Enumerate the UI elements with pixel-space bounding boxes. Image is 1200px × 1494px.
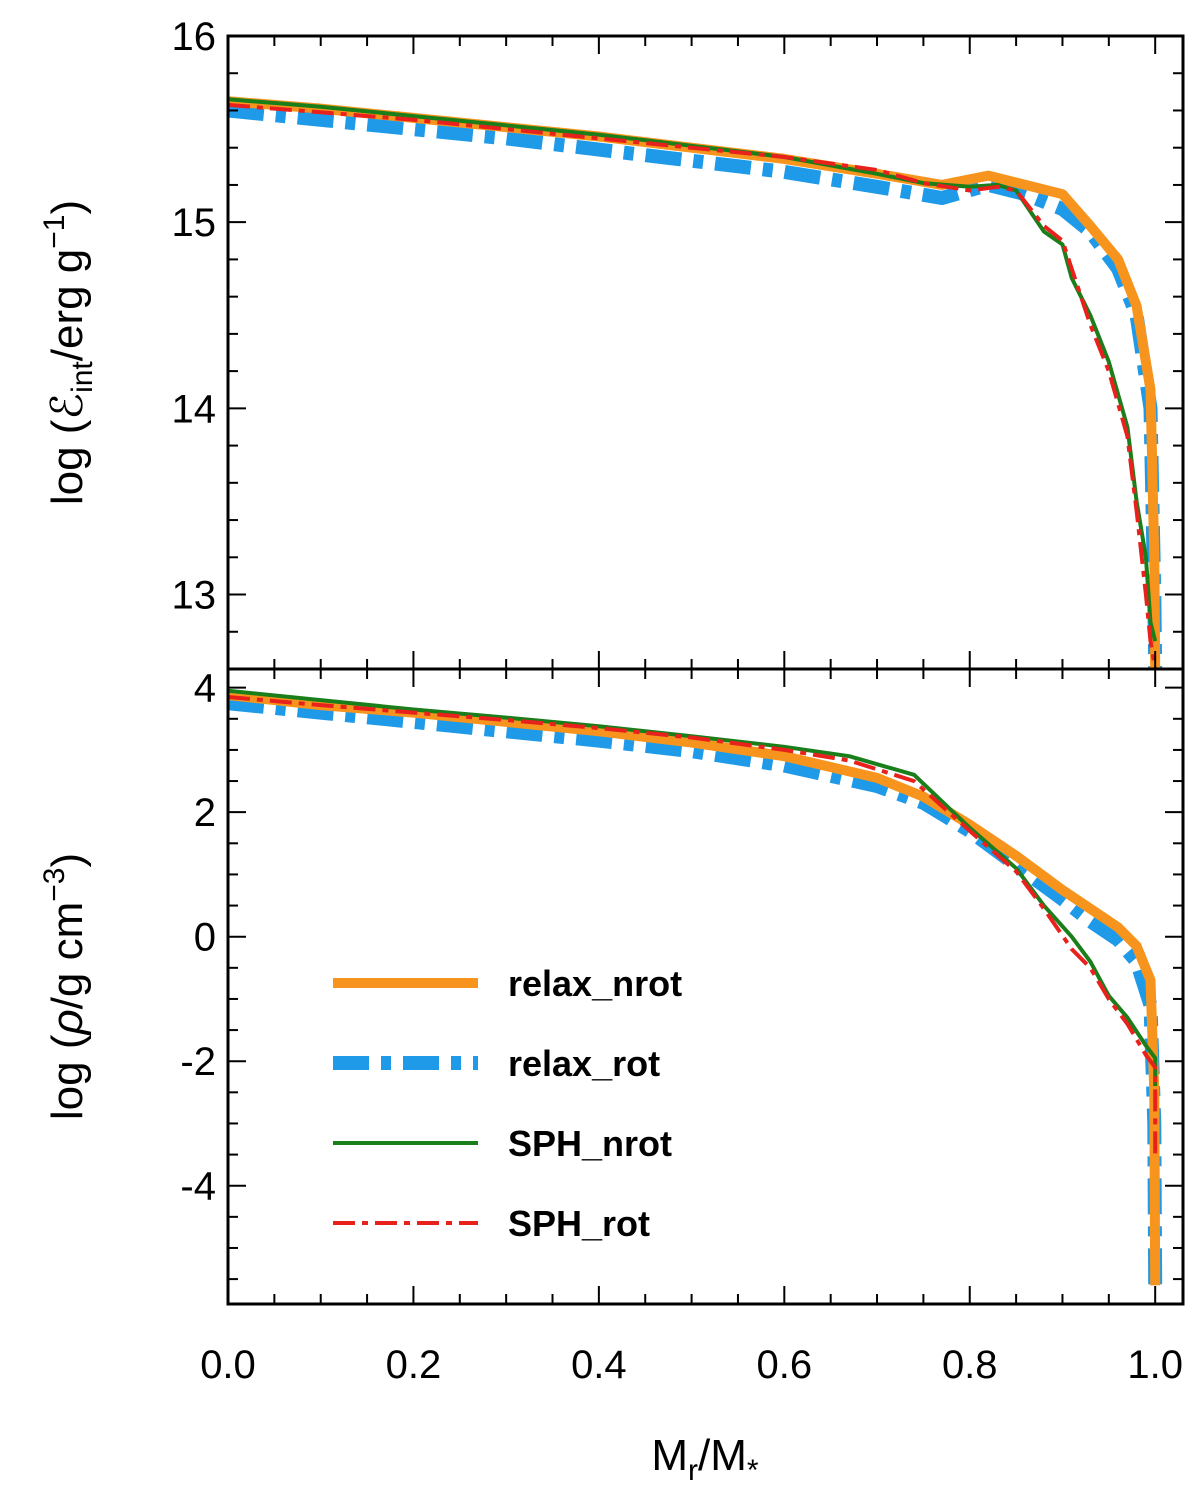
legend: relax_nrot relax_rot SPH_nrot SPH_rot [333, 963, 682, 1244]
series-line-sph-rot [228, 102, 1158, 669]
x-tick-label: 1.0 [1127, 1343, 1183, 1387]
y-axis-label: log (ρ/g cm−3) [38, 853, 92, 1120]
series-line-relax-rot [228, 696, 1163, 1286]
legend-label: SPH_rot [508, 1203, 650, 1244]
legend-label: SPH_nrot [508, 1123, 672, 1164]
y-tick-label: 0 [194, 916, 216, 960]
y-tick-label: 14 [172, 387, 217, 431]
x-tick-label: 0.4 [571, 1343, 627, 1387]
legend-label: relax_rot [508, 1043, 660, 1084]
series-line-relax-rot [228, 103, 1163, 669]
y-tick-label: -2 [180, 1040, 216, 1084]
y-tick-label: 2 [194, 791, 216, 835]
x-axis-label-text: Mr/M* [651, 1431, 759, 1487]
series-line-sph-rot [228, 695, 1158, 1155]
series-line-relax-nrot [228, 690, 1161, 1286]
bottom-panel: -4 -2 0 2 4 0.0 0.2 0.4 0.6 0.8 1.0 log (ρ/g cm−3) [38, 667, 1185, 1387]
plot-frame [226, 667, 1185, 1306]
top-panel: 13 14 15 16 log (ℰint/erg g−1) [38, 15, 1185, 671]
x-tick-label: 0.0 [200, 1343, 256, 1387]
series-line-relax-nrot [228, 96, 1161, 669]
y-axis-label: log (ℰint/erg g−1) [38, 200, 99, 505]
y-tick-label: 4 [194, 667, 216, 711]
y-tick-label: 15 [172, 201, 217, 245]
legend-label: relax_nrot [508, 963, 682, 1004]
y-tick-label: 13 [172, 574, 217, 618]
series-line-sph-nrot [228, 688, 1158, 1087]
x-tick-label: 0.2 [386, 1343, 442, 1387]
x-axis-label: Mr/M* [651, 1431, 759, 1487]
y-tick-label: -4 [180, 1165, 216, 1209]
x-tick-label: 0.6 [757, 1343, 813, 1387]
y-tick-label: 16 [172, 15, 217, 59]
x-tick-label: 0.8 [942, 1343, 998, 1387]
